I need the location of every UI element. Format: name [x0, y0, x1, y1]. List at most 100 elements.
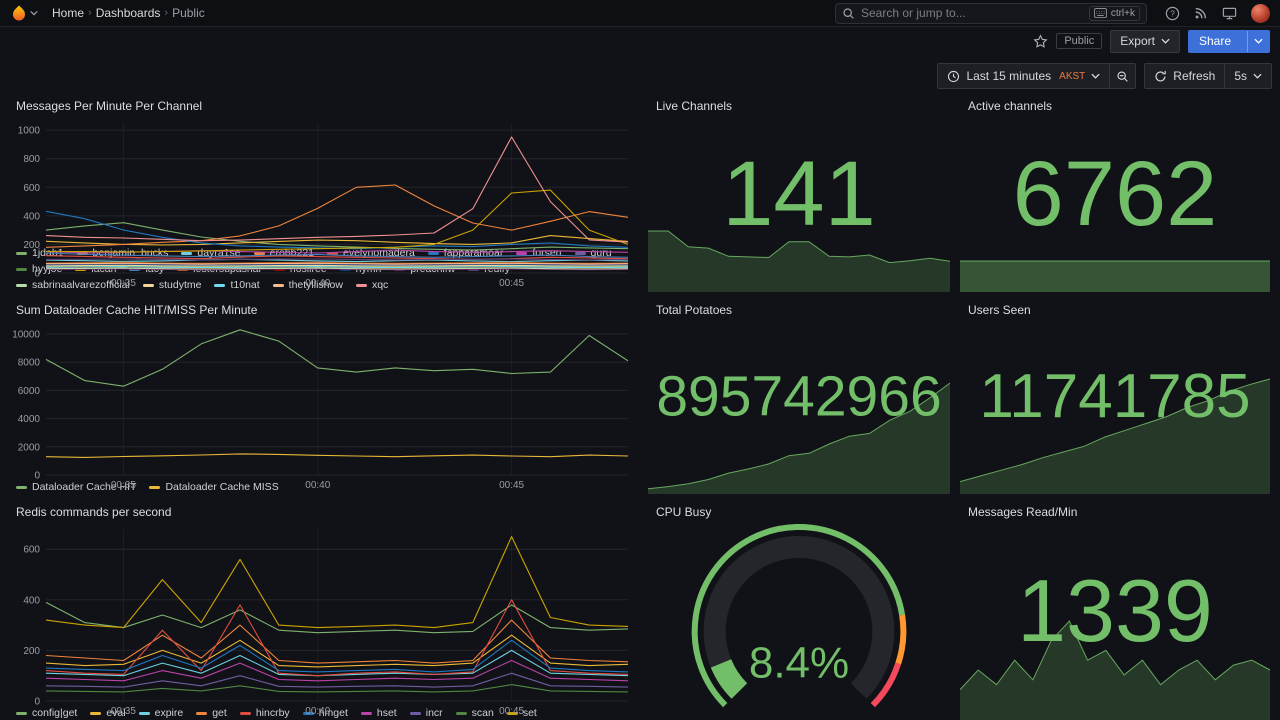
chevron-down-icon	[1253, 73, 1262, 79]
svg-text:8.4%: 8.4%	[749, 639, 849, 688]
stat-value: 6762	[1012, 143, 1218, 245]
panel-live-channels: Live Channels 141	[648, 96, 950, 292]
legend-item[interactable]: eval	[90, 707, 126, 720]
legend-item[interactable]: guru	[574, 247, 612, 260]
panel-title[interactable]: Total Potatoes	[656, 303, 733, 317]
panel-total-potatoes: Total Potatoes 895742966	[648, 300, 950, 494]
legend-item[interactable]: xqc	[355, 279, 388, 292]
refresh-icon	[1155, 70, 1167, 82]
legend-item[interactable]: hmget	[302, 707, 348, 720]
svg-text:2000: 2000	[18, 442, 41, 453]
svg-text:1000: 1000	[18, 126, 41, 137]
svg-text:200: 200	[23, 646, 40, 657]
search-input[interactable]	[861, 6, 1083, 20]
svg-text:00:35: 00:35	[111, 480, 136, 491]
legend-item[interactable]: get	[196, 707, 227, 720]
sparkline	[648, 230, 950, 292]
share-split-button: Share	[1187, 29, 1270, 53]
legend-item[interactable]: hincrby	[239, 707, 290, 720]
panel-title[interactable]: Messages Read/Min	[968, 505, 1078, 519]
svg-text:600: 600	[23, 545, 40, 556]
legend-item[interactable]: forsen	[516, 247, 562, 260]
svg-text:200: 200	[23, 240, 40, 251]
panel-dataloader-cache: Sum Dataloader Cache HIT/MISS Per Minute…	[8, 300, 632, 494]
panel-redis-commands: Redis commands per second 0 200 400 600 00:3…	[8, 502, 632, 720]
dashboard-canvas: Messages Per Minute Per Channel 0 200 400 6…	[0, 96, 1280, 720]
legend-item[interactable]: expire	[138, 707, 183, 720]
panel-title[interactable]: CPU Busy	[656, 505, 712, 519]
search-shortcut-chip: ctrl+k	[1088, 5, 1140, 21]
grafana-logo[interactable]	[10, 4, 28, 22]
gauge-chart: 8.4%	[648, 523, 950, 720]
svg-text:0: 0	[34, 471, 40, 482]
share-button[interactable]: Share	[1198, 34, 1231, 48]
refresh-group: Refresh 5s	[1144, 63, 1272, 89]
legend-item[interactable]: sabrinaalvarezofficial	[16, 279, 130, 292]
star-icon[interactable]	[1033, 33, 1048, 49]
panel-title[interactable]: Users Seen	[968, 303, 1031, 317]
search-icon	[842, 7, 855, 20]
time-series-chart[interactable]: 0 2000 4000 6000 8000 10000 00:35 00:40 00:45	[8, 321, 632, 491]
dashboard-toolbar: Public Export Share	[0, 27, 1280, 55]
svg-text:600: 600	[23, 183, 40, 194]
legend-item[interactable]: scan	[455, 707, 494, 720]
svg-text:400: 400	[23, 595, 40, 606]
avatar[interactable]	[1251, 3, 1270, 23]
legend-item[interactable]: t10nat	[214, 279, 260, 292]
time-controls: Last 15 minutes AKST Refresh 5s	[0, 55, 1280, 96]
panel-title[interactable]: Live Channels	[656, 99, 733, 113]
legend-item[interactable]: studytme	[142, 279, 201, 292]
search-input-wrapper[interactable]: ctrl+k	[835, 2, 1147, 24]
panel-users-seen: Users Seen 11741785	[960, 300, 1270, 494]
legend-item[interactable]: thetyllishow	[272, 279, 343, 292]
panel-cpu-busy: CPU Busy 8.4%	[648, 502, 950, 720]
time-series-chart[interactable]: 0 200 400 600 00:35 00:40 00:45	[8, 523, 632, 717]
panel-title[interactable]: Messages Per Minute Per Channel	[16, 99, 203, 113]
svg-text:4000: 4000	[18, 414, 41, 425]
magnifier-minus-icon	[1117, 70, 1129, 82]
legend-item[interactable]: incr	[409, 707, 443, 720]
breadcrumb-separator: ›	[88, 7, 92, 19]
clock-icon	[948, 70, 960, 82]
sparkline	[960, 378, 1270, 494]
panel-title[interactable]: Redis commands per second	[16, 505, 172, 519]
monitor-icon[interactable]	[1222, 6, 1237, 21]
chevron-down-icon	[1161, 38, 1170, 44]
time-range-group: Last 15 minutes AKST	[937, 63, 1137, 89]
stat-value: 895742966	[656, 364, 942, 429]
svg-text:10000: 10000	[12, 330, 40, 341]
share-menu-button[interactable]	[1247, 30, 1269, 52]
sparkline	[648, 382, 950, 494]
chevron-down-icon[interactable]	[30, 10, 38, 16]
help-icon[interactable]: ?	[1165, 6, 1180, 21]
svg-text:8000: 8000	[18, 358, 41, 369]
panel-title[interactable]: Sum Dataloader Cache HIT/MISS Per Minute	[16, 303, 258, 317]
time-series-chart[interactable]: 0 200 400 600 800 1000 00:35 00:40 00:45	[8, 117, 632, 289]
svg-text:00:45: 00:45	[499, 706, 524, 717]
svg-text:?: ?	[1170, 8, 1175, 18]
legend-item[interactable]: config|get	[16, 707, 77, 720]
chart-legend: config|get eval expire get hincrby hmget hset i…	[8, 704, 632, 720]
svg-text:00:45: 00:45	[499, 278, 524, 289]
svg-text:00:45: 00:45	[499, 480, 524, 491]
refresh-button[interactable]: Refresh	[1144, 63, 1226, 89]
refresh-interval-picker[interactable]: 5s	[1224, 63, 1272, 89]
export-button[interactable]: Export	[1110, 29, 1180, 53]
legend-item[interactable]: hset	[360, 707, 397, 720]
sparkline	[960, 620, 1270, 720]
time-range-picker[interactable]: Last 15 minutes AKST	[937, 63, 1111, 89]
svg-text:800: 800	[23, 154, 40, 165]
breadcrumb-home[interactable]: Home	[52, 6, 85, 20]
legend-item[interactable]: Dataloader Cache MISS	[149, 481, 279, 494]
legend-item[interactable]: set	[506, 707, 537, 720]
legend-item[interactable]: Dataloader Cache HIT	[16, 481, 136, 494]
svg-text:00:40: 00:40	[305, 278, 330, 289]
keyboard-icon	[1093, 8, 1107, 18]
breadcrumb-dashboards[interactable]: Dashboards	[95, 6, 161, 20]
stat-value: 141	[722, 143, 876, 245]
rss-icon[interactable]	[1194, 6, 1208, 20]
navbar: Home › Dashboards › Public ctrl+k ?	[0, 0, 1280, 27]
zoom-out-button[interactable]	[1109, 63, 1137, 89]
visibility-badge: Public	[1056, 33, 1103, 49]
panel-title[interactable]: Active channels	[968, 99, 1053, 113]
